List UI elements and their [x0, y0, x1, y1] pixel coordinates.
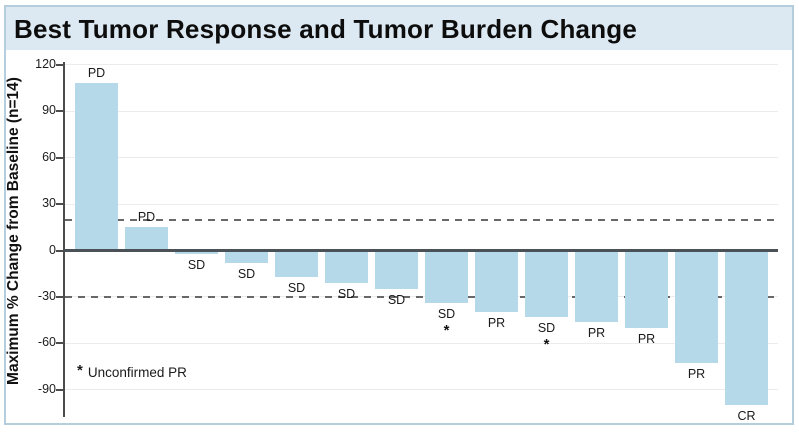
tick-mark-0: [56, 249, 63, 252]
zero-baseline: [65, 249, 778, 252]
tick-mark-60: [56, 156, 63, 159]
gridline-90: [65, 110, 778, 112]
bar-13-pr: [675, 250, 718, 364]
unconfirmed-asterisk-icon: *: [443, 322, 450, 340]
gridline--90: [65, 389, 778, 391]
threshold-line--30: [65, 295, 778, 298]
chart-header: Best Tumor Response and Tumor Burden Cha…: [6, 7, 792, 50]
bar-label-4: SD: [237, 266, 256, 281]
bar-8-sd: [425, 250, 468, 304]
tick-mark--60: [56, 342, 63, 345]
tick-mark--90: [56, 388, 63, 391]
bar-label-3: SD: [187, 257, 206, 272]
tick-label-90: 90: [42, 103, 56, 118]
gridline-60: [65, 157, 778, 159]
tick-mark-90: [56, 110, 63, 113]
tick-label-0: 0: [49, 242, 56, 257]
bar-label-12: PR: [637, 331, 656, 346]
bar-label-8: SD: [437, 307, 456, 322]
tick-label--30: -30: [37, 288, 56, 303]
bar-12-pr: [625, 250, 668, 328]
bar-label-7: SD: [387, 293, 406, 308]
bar-11-pr: [575, 250, 618, 322]
bar-label-10: SD: [537, 321, 556, 336]
chart-card: Best Tumor Response and Tumor Burden Cha…: [4, 5, 794, 425]
bar-2-pd: [125, 227, 168, 251]
chart-title: Best Tumor Response and Tumor Burden Cha…: [14, 14, 638, 44]
bar-label-11: PR: [587, 325, 606, 340]
threshold-line-20: [65, 218, 778, 221]
tick-mark-120: [56, 63, 63, 66]
bar-label-5: SD: [287, 280, 306, 295]
bar-3-sd: [175, 250, 218, 254]
tick-label-30: 30: [42, 196, 56, 211]
bar-label-2: PD: [137, 210, 156, 225]
tick-mark-30: [56, 203, 63, 206]
tick-mark--30: [56, 295, 63, 298]
bar-4-sd: [225, 250, 268, 263]
bar-label-6: SD: [337, 286, 356, 301]
footnote-asterisk-icon: *: [77, 362, 83, 379]
bar-1-pd: [75, 83, 118, 251]
bar-10-sd: [525, 250, 568, 318]
gridline-30: [65, 203, 778, 205]
gridline--60: [65, 342, 778, 344]
bar-7-sd: [375, 250, 418, 290]
bar-label-9: PR: [487, 316, 506, 331]
unconfirmed-asterisk-icon: *: [543, 336, 550, 354]
tick-label--60: -60: [37, 335, 56, 350]
bar-label-14: CR: [737, 409, 756, 424]
bar-label-1: PD: [87, 66, 106, 81]
bar-6-sd: [325, 250, 368, 283]
y-axis-line: [63, 62, 65, 417]
tick-label-120: 120: [35, 56, 56, 71]
gridline-120: [65, 64, 778, 66]
bar-5-sd: [275, 250, 318, 277]
bar-9-pr: [475, 250, 518, 313]
bar-14-cr: [725, 250, 768, 406]
tick-label--90: -90: [37, 381, 56, 396]
footnote-text: Unconfirmed PR: [87, 365, 187, 380]
footnote: * Unconfirmed PR: [77, 362, 187, 381]
tick-label-60: 60: [42, 149, 56, 164]
bar-label-13: PR: [687, 367, 706, 382]
